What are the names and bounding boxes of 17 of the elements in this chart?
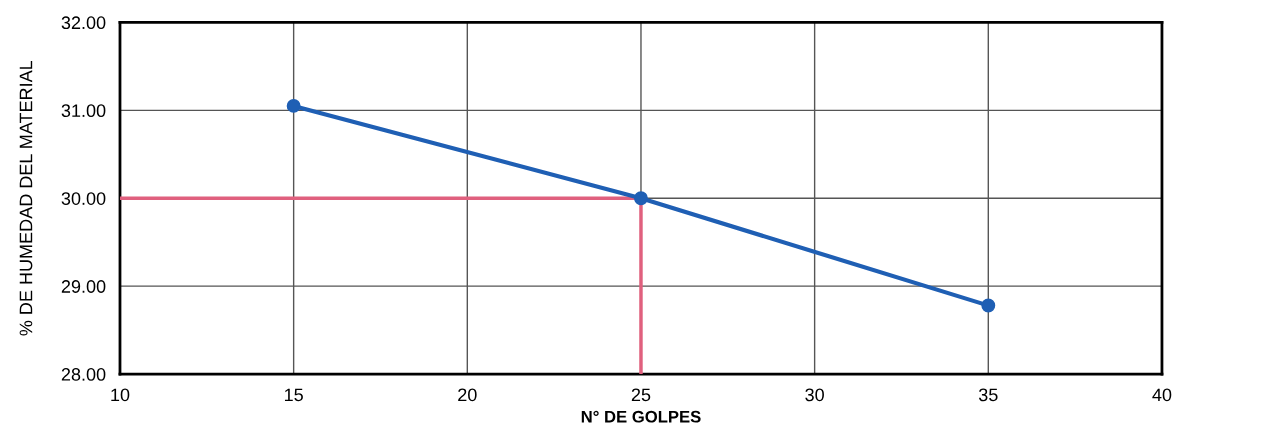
y-tick-label: 29.00 [61, 280, 106, 293]
x-tick-label: 40 [1152, 388, 1172, 402]
point [286, 98, 301, 113]
x-tick-label: 20 [458, 388, 477, 402]
point [981, 298, 996, 313]
x-axis-title: N° DE GOLPES [581, 410, 701, 423]
y-tick-label: 28.00 [61, 368, 106, 381]
x-tick-label: 15 [284, 388, 303, 402]
y-tick-label: 31.00 [61, 104, 106, 118]
y-tick-label: 32.00 [61, 16, 106, 30]
x-tick-label: 30 [805, 388, 824, 402]
point [634, 191, 648, 206]
x-tick-label: 10 [111, 388, 130, 402]
y-axis-title: % DE HUMEDAD DEL MATERIAL [19, 60, 33, 336]
y-tick-label: 30.00 [61, 192, 106, 205]
x-tick-label: 25 [631, 388, 651, 402]
x-tick-label: 35 [978, 388, 998, 402]
